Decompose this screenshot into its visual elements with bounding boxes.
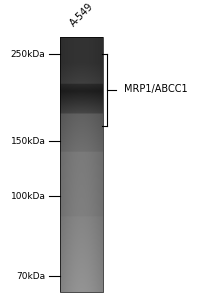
Text: 70kDa: 70kDa <box>16 272 46 280</box>
Text: A-549: A-549 <box>68 2 96 29</box>
Text: MRP1/ABCC1: MRP1/ABCC1 <box>124 84 188 94</box>
Bar <box>60 37 103 292</box>
Text: 100kDa: 100kDa <box>11 191 46 200</box>
Text: 150kDa: 150kDa <box>11 137 46 146</box>
Text: 250kDa: 250kDa <box>11 50 46 59</box>
